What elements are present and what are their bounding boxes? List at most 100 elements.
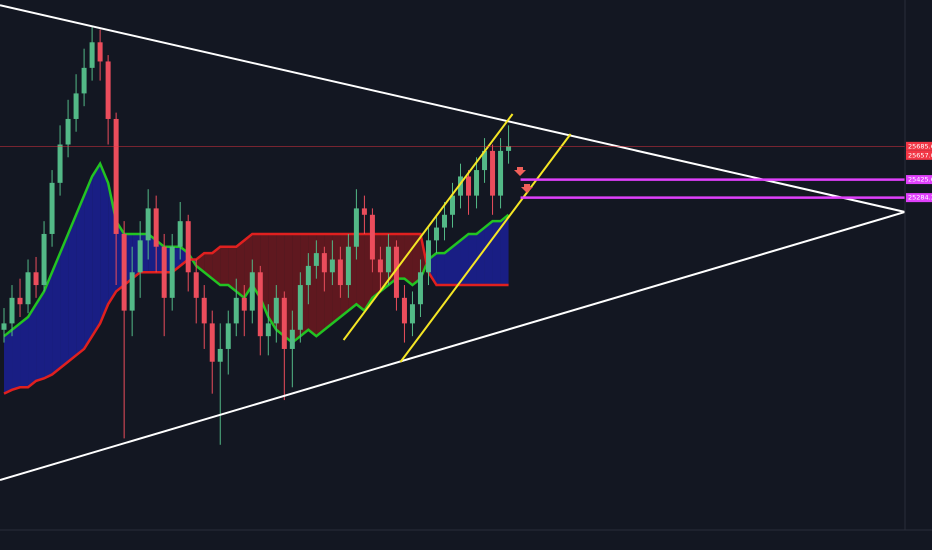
candle-body [105, 61, 111, 119]
candle-body [113, 118, 119, 234]
candle-body [458, 176, 464, 196]
candle-body [41, 233, 47, 286]
candle-body [369, 214, 375, 260]
cloud-fill [468, 233, 477, 286]
candle-body [153, 208, 159, 247]
candle-body [225, 323, 231, 349]
cloud-fill [332, 233, 341, 324]
candle-body [209, 323, 215, 362]
candle-body [145, 208, 151, 241]
price-label-box [906, 193, 932, 203]
cloud-fill [4, 329, 13, 394]
cloud-line [3, 160, 510, 345]
cloud-fill [356, 233, 365, 311]
candle-body [33, 272, 39, 286]
candle-body [9, 297, 15, 324]
cloud-fill [12, 323, 21, 390]
candle-body [97, 42, 103, 62]
candle-body [81, 67, 87, 94]
price-label: 25425.6 [908, 176, 932, 184]
trendline [399, 133, 572, 363]
candle-body [49, 182, 55, 234]
candle-body [345, 246, 351, 286]
cloud-fill [76, 195, 85, 356]
cloud-fill [220, 246, 229, 286]
candle-body [233, 297, 239, 324]
candle-body [25, 272, 31, 305]
candle-body [73, 93, 79, 119]
cloud-fill [20, 317, 29, 388]
cloud-fill [444, 246, 453, 286]
candle-body [201, 297, 207, 324]
candle-body [506, 146, 512, 151]
candle-body [393, 246, 399, 298]
cloud-fill [68, 214, 77, 362]
price-label: 25685.6 [908, 142, 932, 150]
price-label-box [906, 150, 932, 160]
candle-body [490, 150, 496, 196]
candle-body [249, 272, 255, 311]
candle-body [377, 259, 383, 273]
cloud-fill [324, 233, 333, 330]
candle-body [1, 323, 7, 330]
arrow-marker [521, 184, 533, 193]
price-label: 25284.3 [908, 194, 932, 202]
candle-body [281, 297, 287, 349]
candle-body [313, 253, 319, 266]
candle-body [401, 297, 407, 324]
candle-body [482, 150, 488, 171]
candle-body [361, 208, 367, 215]
cloud-fill [92, 163, 101, 337]
cloud-fill [452, 240, 461, 286]
cloud-fill [212, 246, 221, 286]
candle-body [441, 214, 447, 228]
cloud-line [3, 232, 509, 395]
candle-body [121, 233, 127, 311]
price-label: 25657.0 [908, 151, 932, 159]
candle-body [241, 297, 247, 311]
candle-body [409, 304, 415, 324]
cloud-fill [316, 233, 325, 337]
candle-body [289, 329, 295, 349]
arrow-marker [514, 167, 526, 176]
candle-body [337, 259, 343, 286]
cloud-fill [44, 272, 53, 379]
candle-body [161, 246, 167, 298]
candle-body [57, 144, 63, 183]
candle-body [185, 221, 191, 273]
candle-body [137, 240, 143, 273]
candle-body [65, 118, 71, 145]
cloud [3, 160, 510, 395]
candle-body [297, 285, 303, 330]
candle-body [305, 265, 311, 286]
cloud-fill [84, 176, 93, 349]
candle-body [425, 240, 431, 273]
candle-body [417, 272, 423, 305]
drawings [0, 4, 906, 481]
candle-body [385, 246, 391, 273]
cloud-fill [36, 291, 45, 381]
trendline [0, 4, 906, 213]
cloud-fill [228, 246, 237, 292]
candle-body [265, 323, 271, 337]
cloud-fill [484, 221, 493, 286]
candle-body [89, 42, 95, 68]
candle-body [217, 348, 223, 362]
cloud-fill [404, 233, 413, 286]
candle-body [321, 253, 327, 273]
candle-body [329, 259, 335, 273]
candle-body [474, 170, 480, 196]
candle-body [177, 221, 183, 247]
trendline [342, 113, 514, 341]
cloud-fill [236, 240, 245, 298]
candle-body [466, 176, 472, 196]
price-axis [905, 0, 932, 550]
cloud-fill [28, 304, 37, 388]
price-label-box [906, 141, 932, 151]
candles [1, 26, 512, 445]
candle-body [129, 272, 135, 311]
cloud-fill [52, 253, 61, 375]
candle-body [193, 272, 199, 298]
axis-labels: 25685.625657.0 25425.6 25284.3 [906, 141, 932, 203]
